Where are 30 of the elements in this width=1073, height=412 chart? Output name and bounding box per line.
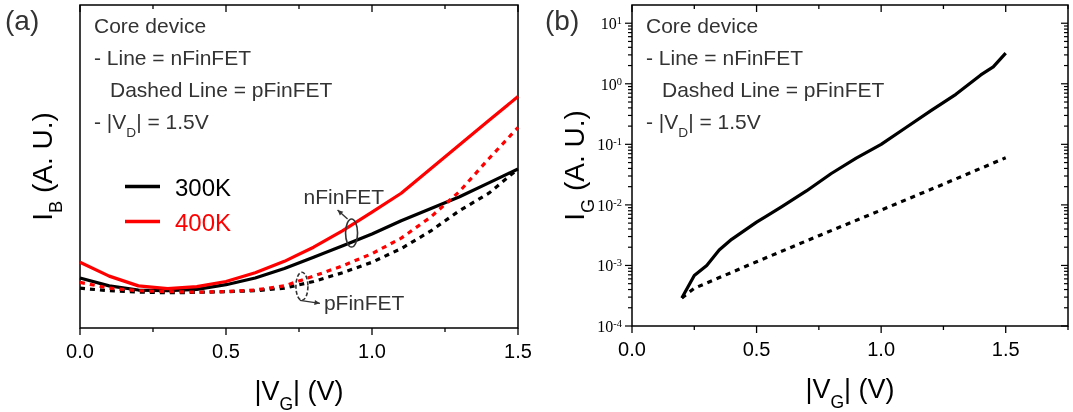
y-tick-label: 10$^{-3}$: [597, 256, 622, 275]
annotation: Core device: [646, 14, 759, 37]
legend-label: 400K: [175, 208, 232, 236]
x-tick-label: 0.5: [742, 338, 771, 360]
chart-title: (a): [5, 5, 40, 36]
x-tick-label: 1.0: [358, 340, 386, 362]
x-axis-title: |V$_{G}$| (V): [805, 374, 895, 412]
x-tick-label: 1.5: [991, 338, 1020, 360]
annotation: nFinFET: [303, 185, 385, 209]
x-tick-label: 0.0: [66, 340, 94, 362]
annotation: - Line = nFinFET: [646, 46, 804, 69]
annotation: - |V$_{D}$| = 1.5V: [646, 110, 761, 140]
y-tick-label: 10$^{0}$: [600, 75, 622, 93]
y-tick-label: 10$^{-4}$: [597, 317, 623, 335]
chart-title: (b): [545, 5, 580, 36]
text: - Line = nFinFET: [94, 46, 252, 69]
legend-label: 300K: [175, 173, 232, 201]
annotation: Dashed Line = pFinFET: [662, 78, 885, 101]
text: Core device: [94, 14, 207, 37]
annotation: Dashed Line = pFinFET: [110, 78, 333, 101]
annotation: pFinFET: [323, 291, 405, 315]
x-tick-label: 1.0: [867, 338, 896, 360]
x-axis-title: |V$_{G}$| (V): [254, 376, 344, 412]
x-tick-label: 0.0: [618, 338, 646, 360]
y-tick-label: 10$^{1}$: [600, 14, 622, 33]
y-tick-label: 10$^{-2}$: [597, 196, 622, 214]
annotation: - |V$_{D}$| = 1.5V: [94, 110, 209, 140]
y-tick-label: 10$^{-1}$: [597, 135, 622, 154]
x-tick-label: 0.5: [212, 340, 240, 362]
x-tick-label: 1.5: [504, 340, 532, 362]
